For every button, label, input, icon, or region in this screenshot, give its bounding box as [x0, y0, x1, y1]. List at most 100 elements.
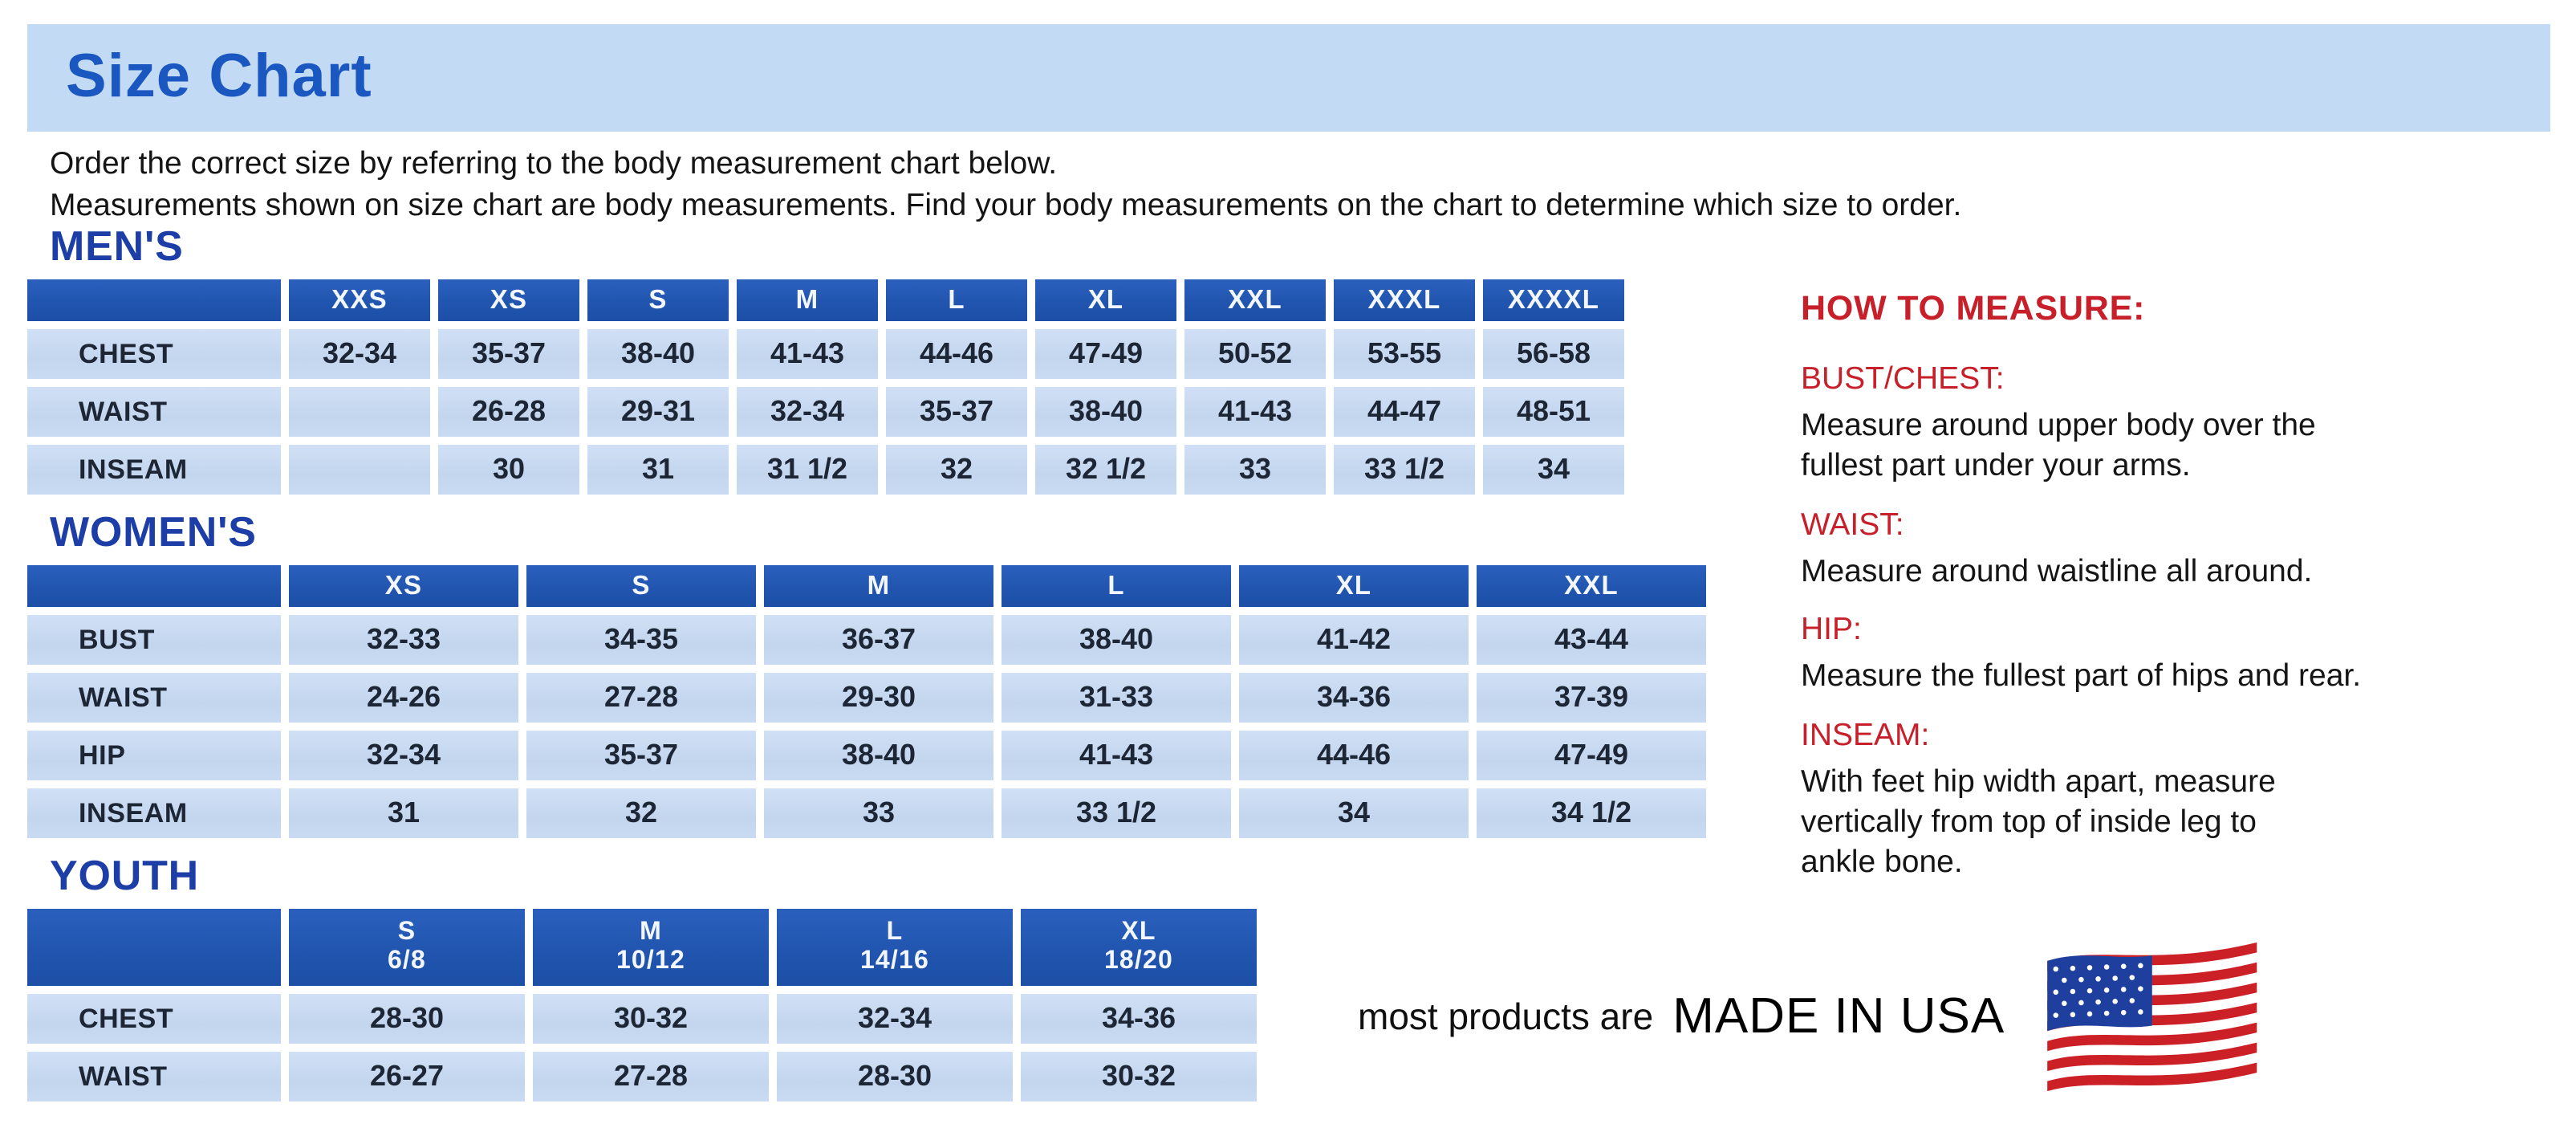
table-cell: 41-43	[1002, 731, 1231, 780]
table-cell: 47-49	[1477, 731, 1706, 780]
column-header-cell: M	[737, 279, 878, 321]
size-label: M	[867, 571, 891, 600]
table-cell: 32-33	[289, 615, 518, 665]
size-label: M	[640, 918, 662, 946]
table-cell: 30-32	[533, 994, 769, 1044]
size-label: L	[948, 285, 965, 314]
size-label: L	[886, 918, 904, 946]
table-cell: 34-36	[1239, 673, 1469, 723]
column-header-cell: L	[886, 279, 1027, 321]
size-label: XXXL	[1367, 285, 1441, 314]
table-cell: 30-32	[1021, 1052, 1257, 1101]
column-header-cell: XL	[1239, 565, 1469, 607]
table-cell: 31	[289, 788, 518, 838]
table-cell: 28-30	[289, 994, 525, 1044]
table-cell: 38-40	[1035, 387, 1176, 437]
table-cell: 35-37	[886, 387, 1027, 437]
column-header-cell: XXL	[1477, 565, 1706, 607]
corner-header-cell	[27, 279, 281, 321]
column-header-cell: S	[526, 565, 756, 607]
table-cell: 41-43	[737, 329, 878, 379]
table-cell: 47-49	[1035, 329, 1176, 379]
row-label-cell: BUST	[27, 615, 281, 665]
column-header-cell: XL 18/20	[1021, 909, 1257, 986]
row-label-cell: INSEAM	[27, 445, 281, 495]
size-label: S	[397, 918, 416, 946]
table-cell: 33	[1184, 445, 1326, 495]
table-cell: 53-55	[1334, 329, 1475, 379]
column-header-cell: S	[587, 279, 729, 321]
size-label: S	[632, 571, 651, 600]
column-header-cell: XL	[1035, 279, 1176, 321]
table-cell: 41-43	[1184, 387, 1326, 437]
table-cell: 44-46	[1239, 731, 1469, 780]
table-cell: 32-34	[289, 329, 430, 379]
table-cell: 34-36	[1021, 994, 1257, 1044]
page-title: Size Chart	[66, 43, 372, 111]
size-range-label: 6/8	[387, 947, 427, 975]
size-range-label: 14/16	[859, 947, 930, 975]
table-cell: 44-47	[1334, 387, 1475, 437]
table-cell: 35-37	[526, 731, 756, 780]
column-header-cell: XS	[289, 565, 518, 607]
column-header-cell: L	[1002, 565, 1231, 607]
how-to-measure-title: HOW TO MEASURE:	[1801, 289, 2146, 328]
size-table-womens: XS S M L XL XXL BUST 32-33 34-35 36-37 38-40 41-42 4…	[27, 565, 1777, 838]
table-cell: 34 1/2	[1477, 788, 1706, 838]
size-label: S	[648, 285, 668, 314]
table-cell: 38-40	[587, 329, 729, 379]
column-header-cell: S 6/8	[289, 909, 525, 986]
section-title-womens: WOMEN'S	[50, 507, 257, 556]
size-range-label: 18/20	[1103, 947, 1174, 975]
measure-item-label: INSEAM:	[1801, 718, 1930, 753]
size-label: XL	[1335, 571, 1372, 600]
corner-header-cell	[27, 565, 281, 607]
column-header-cell: M 10/12	[533, 909, 769, 986]
row-label-cell: WAIST	[27, 1052, 281, 1101]
table-cell: 34	[1239, 788, 1469, 838]
corner-header-cell	[27, 909, 281, 986]
table-cell: 32-34	[737, 387, 878, 437]
size-label: XL	[1087, 285, 1124, 314]
size-table-mens: XXS XS S M L XL XXL XXXL XXXXL CHEST 32-34 35-37 38-…	[27, 279, 1777, 495]
measure-item: BUST/CHEST: Measure around upper body ove…	[1801, 361, 2568, 486]
table-cell: 29-30	[764, 673, 993, 723]
size-label: XXS	[331, 285, 388, 314]
table-cell: 31 1/2	[737, 445, 878, 495]
size-label: XXL	[1228, 285, 1282, 314]
size-table-youth: S 6/8 M 10/12 L 14/16 XL 18/20 CHEST 28-30 30-32 32…	[27, 909, 1777, 1101]
title-banner: Size Chart	[27, 24, 2550, 132]
size-label: M	[795, 285, 819, 314]
table-cell	[289, 387, 430, 437]
table-cell: 31-33	[1002, 673, 1231, 723]
column-header-cell: M	[764, 565, 993, 607]
row-label-cell: WAIST	[27, 673, 281, 723]
measure-item-text: Measure the fullest part of hips and rea…	[1801, 658, 2362, 694]
size-label: XXL	[1564, 571, 1619, 600]
table-cell: 41-42	[1239, 615, 1469, 665]
table-cell: 33 1/2	[1334, 445, 1475, 495]
made-in-usa-footer: most products are MADE IN USA	[1358, 936, 2265, 1097]
table-cell: 27-28	[526, 673, 756, 723]
table-cell: 29-31	[587, 387, 729, 437]
row-label-cell: WAIST	[27, 387, 281, 437]
table-cell: 26-28	[438, 387, 579, 437]
table-cell	[289, 445, 430, 495]
measure-item: HIP: Measure the fullest part of hips and…	[1801, 613, 2568, 698]
section-title-mens: MEN'S	[50, 222, 184, 270]
measure-item: INSEAM: With feet hip width apart, measur…	[1801, 718, 2568, 882]
table-cell: 34-35	[526, 615, 756, 665]
table-cell: 32-34	[777, 994, 1013, 1044]
table-cell: 36-37	[764, 615, 993, 665]
how-to-measure-items: BUST/CHEST: Measure around upper body ove…	[1801, 361, 2568, 882]
measure-item-text: With feet hip width apart, measure verti…	[1801, 764, 2276, 879]
table-cell: 37-39	[1477, 673, 1706, 723]
table-cell: 28-30	[777, 1052, 1013, 1101]
table-cell: 33	[764, 788, 993, 838]
section-title-youth: YOUTH	[50, 851, 199, 899]
table-cell: 43-44	[1477, 615, 1706, 665]
table-cell: 32	[526, 788, 756, 838]
size-tables: MEN'S XXS XS S M L XL XXL XXXL XXXXL CHEST 32-34 35-…	[27, 218, 1777, 1114]
table-cell: 38-40	[764, 731, 993, 780]
measure-item: WAIST: Measure around waistline all aroun…	[1801, 507, 2568, 592]
